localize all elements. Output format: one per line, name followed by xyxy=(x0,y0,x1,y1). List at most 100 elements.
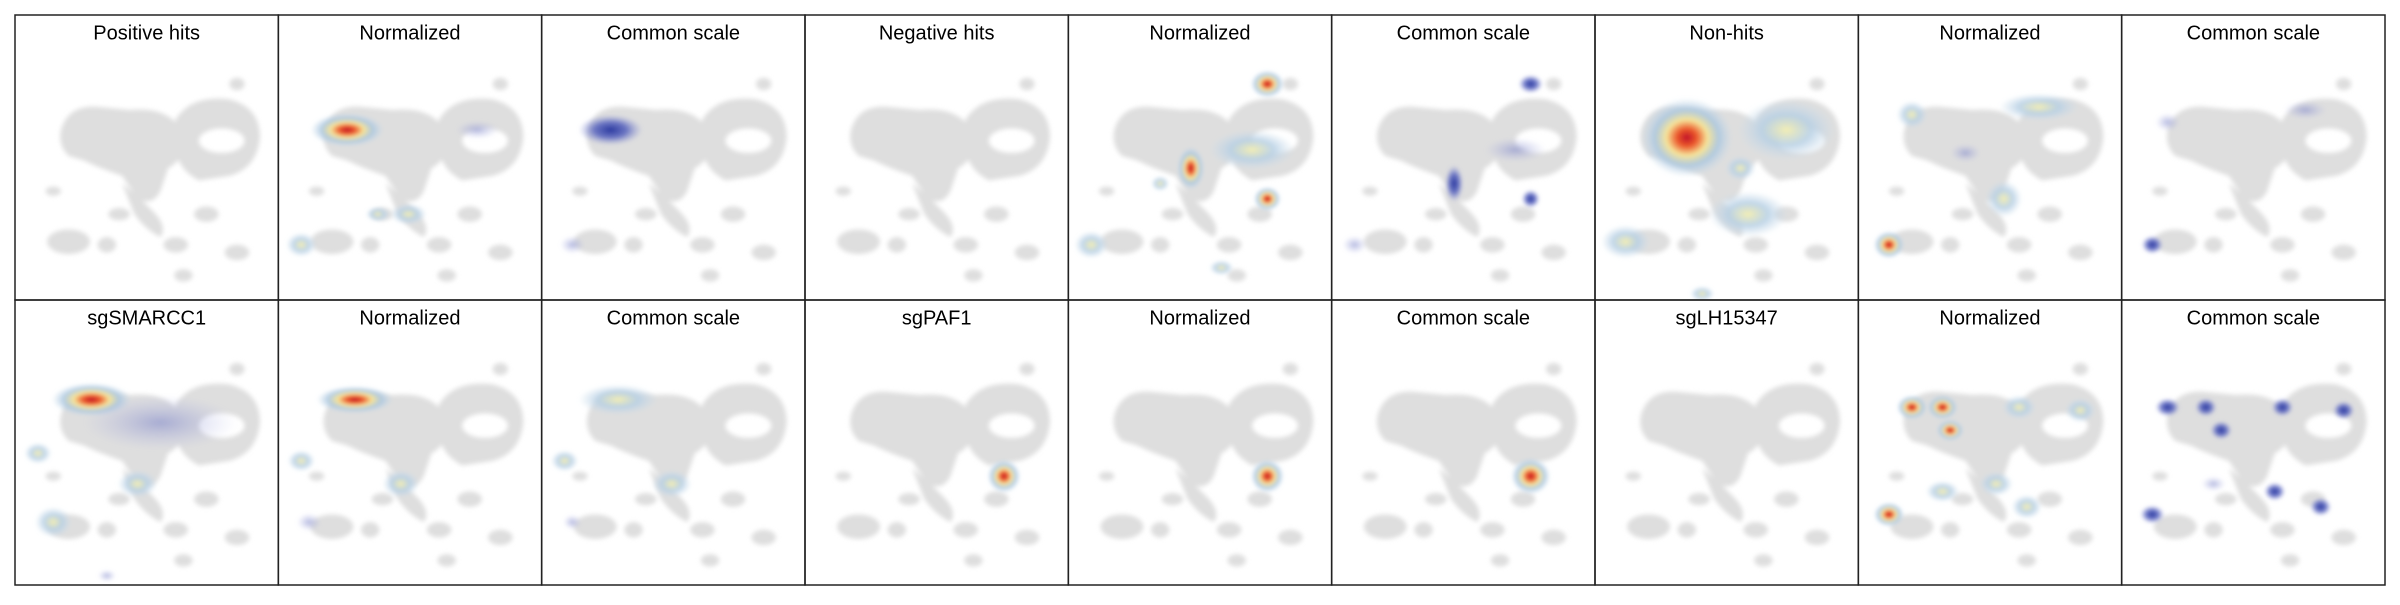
density-blob xyxy=(2309,497,2332,516)
panel-title: sgSMARCC1 xyxy=(87,307,206,329)
panel-title: Common scale xyxy=(2187,22,2320,44)
density-blob xyxy=(34,506,72,538)
density-blob xyxy=(2011,494,2043,520)
density-blob xyxy=(310,113,384,147)
umap-plot xyxy=(1342,74,1576,282)
density-blob xyxy=(1873,230,1905,259)
panel: Normalized xyxy=(277,299,543,586)
density-blob xyxy=(1510,457,1551,495)
panel: Negative hits xyxy=(804,14,1070,301)
panel: Common scale xyxy=(1330,14,1596,301)
panel-title: Normalized xyxy=(359,307,460,329)
panel: Common scale xyxy=(2120,14,2386,301)
umap-plot xyxy=(2141,78,2367,282)
density-blob xyxy=(24,442,52,464)
umap-plot xyxy=(560,78,787,282)
panel: Common scale xyxy=(540,299,806,586)
density-blob xyxy=(1985,180,2023,218)
density-blob xyxy=(1936,419,1964,441)
umap-plot xyxy=(46,78,260,282)
panel-title: sgLH15347 xyxy=(1676,307,1778,329)
umap-plot xyxy=(1626,363,1840,567)
panel: Normalized xyxy=(1857,14,2123,301)
density-blob xyxy=(1896,395,1928,420)
umap-plot xyxy=(287,363,524,567)
panel: Normalized xyxy=(277,14,543,301)
density-blob xyxy=(1601,224,1651,259)
umap-background xyxy=(309,78,523,282)
density-blob xyxy=(382,470,420,498)
panel: Common scale xyxy=(540,14,806,301)
density-blob xyxy=(578,384,659,415)
umap-background xyxy=(1362,78,1576,282)
density-blob xyxy=(563,514,582,530)
density-blob xyxy=(1979,471,2013,497)
density-blob xyxy=(117,470,158,498)
umap-background xyxy=(1889,363,2103,567)
density-blob xyxy=(455,120,499,140)
panel-title: Non-hits xyxy=(1689,22,1763,44)
umap-background xyxy=(836,363,1050,567)
density-blob xyxy=(987,459,1021,494)
panel: Common scale xyxy=(1330,299,1596,586)
density-blob xyxy=(2141,235,2164,254)
density-blob xyxy=(287,450,316,472)
density-blob xyxy=(1521,189,1540,209)
umap-background xyxy=(2152,363,2366,567)
density-blob xyxy=(97,569,117,582)
panel: Non-hits xyxy=(1594,14,1860,301)
density-blob xyxy=(1725,155,1756,181)
umap-background xyxy=(1626,363,1840,567)
density-blob xyxy=(1209,260,1234,276)
umap-plot xyxy=(1362,363,1576,567)
panel: Common scale xyxy=(2120,299,2386,586)
density-blob xyxy=(578,114,643,146)
density-blob xyxy=(1250,70,1285,98)
density-blob xyxy=(1253,186,1282,212)
density-blob xyxy=(1999,93,2079,121)
umap-plot xyxy=(2140,363,2367,567)
density-blob xyxy=(1484,137,1547,163)
density-blob xyxy=(1177,146,1205,190)
umap-plot xyxy=(1074,70,1313,281)
umap-background xyxy=(1099,363,1313,567)
density-blob xyxy=(550,450,579,472)
panel-title: Normalized xyxy=(1149,22,1250,44)
density-blob xyxy=(1250,459,1285,494)
density-blob xyxy=(1151,175,1170,192)
density-blob xyxy=(2140,505,2165,524)
panel: Normalized xyxy=(1067,14,1333,301)
panel-title: Normalized xyxy=(1939,307,2040,329)
umap-plot xyxy=(550,363,787,567)
density-blob xyxy=(1640,97,1733,178)
umap-background xyxy=(836,78,1050,282)
density-blob xyxy=(1737,99,1836,161)
umap-plot xyxy=(1873,78,2104,282)
density-blob xyxy=(2065,398,2096,423)
density-blob xyxy=(560,235,585,254)
density-blob xyxy=(1708,191,1788,238)
panel-title: Negative hits xyxy=(879,22,995,44)
density-blob xyxy=(390,203,427,225)
density-blob xyxy=(1896,100,1928,129)
density-blob xyxy=(1925,480,1960,503)
density-blob xyxy=(316,385,394,414)
density-blob xyxy=(1074,230,1109,259)
panel: sgSMARCC1 xyxy=(14,299,280,586)
panel-title: Common scale xyxy=(607,22,740,44)
density-blob xyxy=(2332,401,2355,420)
panel-title: sgPAF1 xyxy=(902,307,972,329)
umap-plot xyxy=(836,363,1050,567)
panel-title: Normalized xyxy=(1939,22,2040,44)
umap-plot xyxy=(285,78,523,282)
density-blob xyxy=(1873,502,1905,527)
panel: sgPAF1 xyxy=(804,299,1070,586)
density-blob xyxy=(83,395,237,451)
density-blob xyxy=(2201,476,2226,492)
umap-plot xyxy=(1601,78,1840,300)
density-blob xyxy=(1689,286,1715,300)
umap-plot xyxy=(836,78,1050,282)
panel-title: Normalized xyxy=(359,22,460,44)
